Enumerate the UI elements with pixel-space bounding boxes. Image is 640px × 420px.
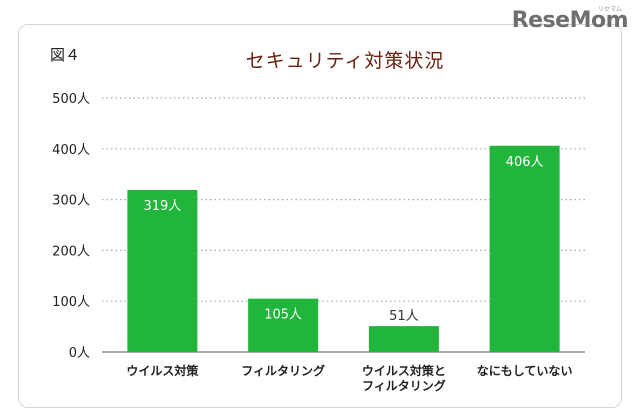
y-tick-label: 500人 [52, 92, 90, 107]
x-category-label: フィルタリング [241, 363, 325, 378]
data-label: 105人 [264, 308, 302, 323]
bar [489, 145, 560, 352]
chart-title: セキュリティ対策状況 [245, 50, 445, 72]
y-tick-label: 0人 [69, 346, 90, 361]
data-label: 319人 [143, 199, 181, 214]
y-tick-label: 400人 [52, 143, 90, 158]
x-category-label: フィルタリング [362, 378, 446, 393]
y-tick-label: 200人 [52, 244, 90, 259]
y-tick-label: 300人 [52, 194, 90, 209]
x-category-label: ウイルス対策と [362, 363, 446, 378]
logo-subtext: リセマム [597, 6, 622, 13]
x-category-label: なにもしていない [477, 364, 573, 378]
bar [127, 189, 198, 352]
y-tick-label: 100人 [52, 295, 90, 310]
data-label: 51人 [389, 309, 419, 324]
bar [368, 326, 439, 352]
bar [248, 298, 319, 352]
data-label: 406人 [506, 155, 544, 170]
resemom-logo: ReseMom [511, 8, 629, 33]
x-category-label: ウイルス対策 [126, 363, 199, 378]
figure-label: 図４ [50, 46, 81, 64]
